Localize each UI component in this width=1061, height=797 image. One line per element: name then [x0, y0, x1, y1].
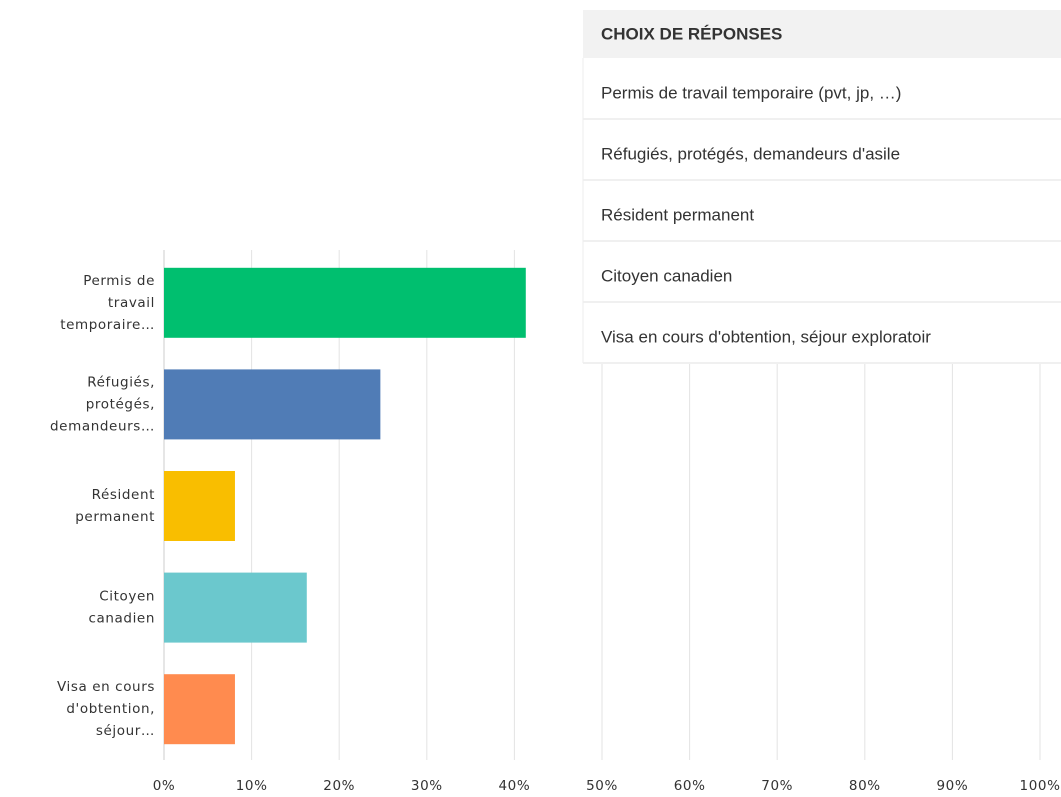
y-tick-label: travail [108, 295, 155, 311]
x-tick-label: 60% [674, 778, 706, 794]
y-tick-label: protégés, [86, 396, 155, 412]
table-header-background [583, 10, 1061, 58]
bar [164, 267, 526, 338]
table-background [583, 10, 1061, 364]
y-tick-label: Réfugiés, [87, 374, 155, 390]
x-tick-label: 0% [153, 778, 176, 794]
x-tick-label: 10% [236, 778, 268, 794]
x-tick-label: 30% [411, 778, 443, 794]
bar [164, 572, 307, 643]
x-tick-label: 100% [1020, 778, 1061, 794]
table-cell: Réfugiés, protégés, demandeurs d'asile [601, 144, 900, 163]
y-tick-label: séjour… [96, 723, 155, 739]
y-tick-label: Citoyen [99, 589, 155, 605]
table-cell: Citoyen canadien [601, 266, 732, 285]
x-tick-label: 70% [761, 778, 793, 794]
x-tick-label: 40% [498, 778, 530, 794]
y-tick-label: Permis de [83, 273, 155, 289]
x-tick-label: 90% [936, 778, 968, 794]
table-cell: Visa en cours d'obtention, séjour explor… [601, 327, 931, 346]
y-tick-label: canadien [88, 611, 155, 627]
table-header: CHOIX DE RÉPONSES [601, 24, 782, 43]
table-cell: Permis de travail temporaire (pvt, jp, …… [601, 83, 901, 102]
y-tick-label: permanent [75, 509, 155, 525]
answer-table: CHOIX DE RÉPONSES Permis de travail tempo… [582, 10, 1061, 364]
x-tick-label: 20% [323, 778, 355, 794]
y-tick-label: temporaire… [60, 317, 155, 333]
x-tick-label: 50% [586, 778, 618, 794]
table-cell: Résident permanent [601, 205, 754, 224]
y-tick-label: demandeurs… [50, 418, 155, 434]
y-tick-label: d'obtention, [66, 701, 155, 717]
x-tick-label: 80% [849, 778, 881, 794]
y-tick-label: Visa en cours [57, 679, 155, 695]
bar [164, 471, 235, 541]
bar [164, 674, 235, 745]
bar [164, 369, 381, 440]
y-tick-label: Résident [92, 487, 155, 503]
